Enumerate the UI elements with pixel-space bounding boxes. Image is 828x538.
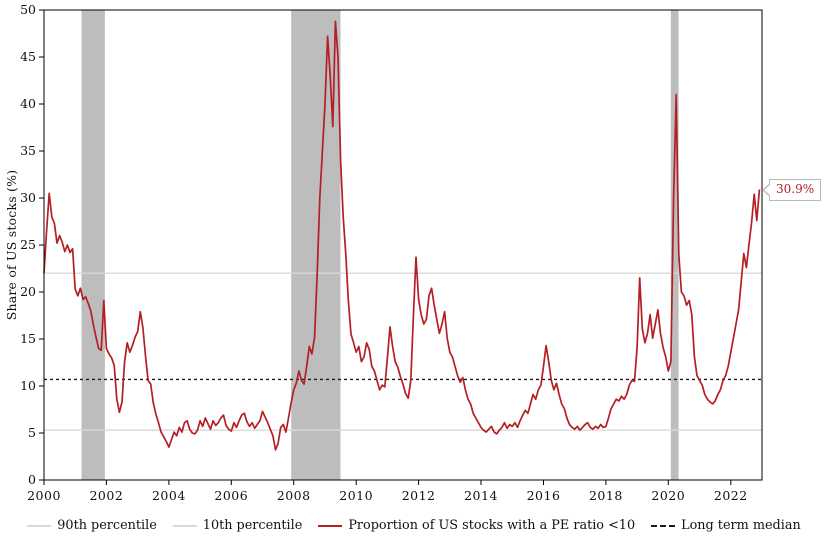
y-tick-label: 0 bbox=[28, 472, 36, 487]
x-tick-label: 2014 bbox=[464, 488, 498, 503]
y-tick-label: 50 bbox=[20, 2, 36, 17]
x-tick-label: 2022 bbox=[714, 488, 748, 503]
legend-swatch-long-term-median-icon bbox=[651, 524, 676, 527]
x-tick-label: 2010 bbox=[339, 488, 373, 503]
y-axis-title: Share of US stocks (%) bbox=[4, 169, 19, 321]
y-tick-label: 15 bbox=[20, 331, 36, 346]
legend-label: 10th percentile bbox=[202, 518, 303, 533]
legend: 90th percentile 10th percentile Proporti… bbox=[0, 518, 828, 533]
y-tick-label: 35 bbox=[20, 143, 36, 158]
y-tick-label: 40 bbox=[20, 96, 36, 111]
y-tick-label: 10 bbox=[20, 378, 36, 393]
x-tick-label: 2006 bbox=[214, 488, 248, 503]
legend-swatch-90th-percentile-icon bbox=[27, 524, 52, 527]
x-tick-label: 2000 bbox=[27, 488, 61, 503]
plot-border bbox=[43, 9, 763, 481]
recession-band bbox=[670, 10, 679, 480]
annotation-label: 30.9% bbox=[776, 181, 815, 196]
legend-label: Proportion of US stocks with a PE ratio … bbox=[348, 518, 636, 533]
x-tick-label: 2002 bbox=[89, 488, 123, 503]
legend-item-pe-series: Proportion of US stocks with a PE ratio … bbox=[318, 518, 635, 533]
x-tick-label: 2018 bbox=[589, 488, 623, 503]
y-tick-label: 30 bbox=[20, 190, 36, 205]
y-tick-label: 20 bbox=[20, 284, 36, 299]
y-tick-label: 5 bbox=[28, 425, 36, 440]
legend-label: 90th percentile bbox=[57, 518, 157, 533]
recession-band bbox=[291, 10, 341, 480]
legend-item-90th-percentile: 90th percentile bbox=[27, 518, 157, 533]
x-tick-label: 2020 bbox=[651, 488, 685, 503]
recession-band bbox=[81, 10, 105, 480]
legend-item-10th-percentile: 10th percentile bbox=[172, 518, 303, 533]
legend-label: Long term median bbox=[681, 518, 801, 533]
x-tick-label: 2008 bbox=[277, 488, 311, 503]
y-tick-label: 45 bbox=[20, 49, 36, 64]
annotation-callout: 30.9% bbox=[761, 178, 822, 201]
legend-swatch-pe-series-icon bbox=[318, 524, 343, 527]
x-tick-label: 2012 bbox=[402, 488, 436, 503]
y-tick-label: 25 bbox=[20, 237, 36, 252]
legend-item-long-term-median: Long term median bbox=[651, 518, 801, 533]
legend-swatch-10th-percentile-icon bbox=[172, 524, 197, 527]
x-tick-label: 2016 bbox=[527, 488, 561, 503]
pe-series-line bbox=[43, 20, 761, 451]
x-tick-label: 2004 bbox=[152, 488, 186, 503]
